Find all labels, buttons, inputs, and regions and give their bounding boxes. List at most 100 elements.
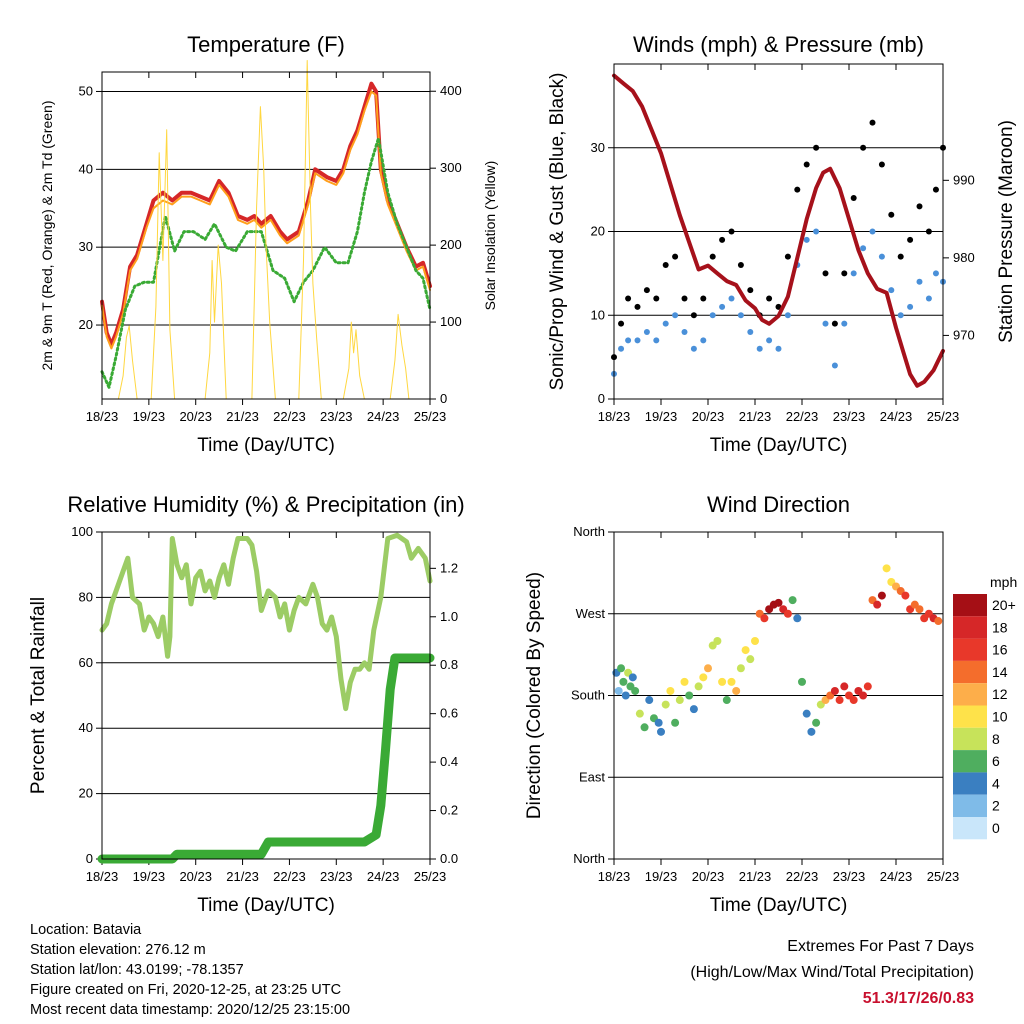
data-point — [728, 228, 735, 235]
wind-direction-point — [617, 664, 626, 673]
data-point — [888, 287, 895, 294]
wind-direction-point — [830, 686, 839, 695]
data-point — [784, 253, 791, 260]
timestamp-text: Most recent data timestamp: 2020/12/25 2… — [30, 1002, 351, 1018]
data-point — [831, 320, 838, 327]
extremes-box: Extremes For Past 7 Days (High/Low/Max W… — [690, 934, 974, 1012]
wind-direction-point — [694, 682, 703, 691]
x-axis-label: Time (Day/UTC) — [197, 895, 335, 916]
y-axis-label: Percent & Total Rainfall — [28, 597, 49, 794]
wind-direction-point — [783, 609, 792, 618]
station-info: Location: Batavia Station elevation: 276… — [30, 920, 350, 1020]
wind-direction-point — [631, 686, 640, 695]
data-point — [625, 337, 632, 344]
wind-direction-point — [689, 705, 698, 714]
x-tick-label: 18/23 — [598, 409, 631, 424]
data-point — [672, 253, 679, 260]
x-tick-label: 19/23 — [645, 869, 678, 884]
extremes-title: Extremes For Past 7 Days — [787, 938, 974, 955]
wind-direction-point — [835, 696, 844, 705]
series-line — [101, 60, 431, 400]
plot-frame — [613, 531, 944, 860]
x-tick-label: 19/23 — [133, 409, 166, 424]
legend-label: 10 — [992, 709, 1008, 725]
y-tick-label: 40 — [79, 720, 93, 735]
y-tick-label: North — [573, 524, 605, 539]
series-line — [612, 73, 945, 388]
x-tick-label: 25/23 — [414, 869, 447, 884]
wind-direction-point — [666, 686, 675, 695]
data-point — [653, 337, 660, 344]
y2-tick-label: 0.6 — [440, 706, 458, 721]
x-tick-label: 25/23 — [414, 409, 447, 424]
x-tick-label: 25/23 — [927, 869, 960, 884]
x-tick-label: 25/23 — [927, 409, 960, 424]
data-point — [850, 195, 857, 201]
wind-direction-point — [840, 682, 849, 691]
data-point — [897, 312, 904, 319]
legend-swatch — [953, 638, 987, 661]
data-point — [841, 320, 848, 327]
data-point — [690, 312, 697, 319]
y-axis-label: Sonic/Prop Wind & Gust (Blue, Black) — [547, 73, 568, 391]
wind-direction-point — [774, 598, 783, 607]
wind-direction-point — [645, 696, 654, 705]
data-point — [634, 303, 641, 310]
y-tick-label: 50 — [79, 83, 93, 98]
y2-tick-label: 100 — [440, 314, 462, 329]
wind-direction-point — [718, 677, 727, 686]
x-tick-label: 22/23 — [273, 409, 306, 424]
y2-tick-label: 0.4 — [440, 754, 458, 769]
wind-direction-point — [877, 591, 886, 600]
data-point — [932, 186, 939, 193]
y-tick-label: 0 — [598, 391, 605, 406]
series-line — [101, 90, 431, 350]
x-tick-label: 20/23 — [692, 869, 725, 884]
legend-label: 2 — [992, 798, 1000, 814]
wind-direction-point — [661, 700, 670, 709]
x-tick-label: 19/23 — [645, 409, 678, 424]
y2-tick-label: 0 — [440, 391, 447, 406]
wind-direction-point — [863, 682, 872, 691]
x-tick-label: 20/23 — [179, 869, 212, 884]
y2-tick-label: 0.8 — [440, 657, 458, 672]
data-point — [925, 295, 932, 302]
x-tick-label: 23/23 — [320, 409, 353, 424]
x-tick-label: 18/23 — [86, 869, 119, 884]
x-tick-label: 19/23 — [133, 869, 166, 884]
legend-label: 6 — [992, 753, 1000, 769]
data-point — [766, 337, 773, 344]
y2-tick-label: 980 — [953, 250, 975, 265]
y-tick-label: 10 — [591, 307, 605, 322]
y-tick-label: West — [576, 606, 606, 621]
data-point — [662, 320, 669, 327]
wind-direction-point — [788, 596, 797, 605]
data-point — [643, 287, 650, 294]
y2-tick-label: 200 — [440, 237, 462, 252]
wind-direction-point — [621, 691, 630, 700]
y-tick-label: 20 — [79, 317, 93, 332]
data-point — [841, 270, 848, 277]
extremes-subtitle: (High/Low/Max Wind/Total Precipitation) — [690, 964, 974, 981]
wind-direction-point — [704, 664, 712, 673]
legend-swatch — [953, 660, 987, 684]
data-point — [850, 270, 857, 277]
data-point — [860, 144, 867, 151]
wind-direction-point — [685, 691, 694, 700]
wind-direction-point — [680, 677, 689, 686]
elevation-text: Station elevation: 276.12 m — [30, 942, 206, 958]
y2-tick-label: 300 — [440, 160, 462, 175]
data-point — [878, 253, 885, 260]
legend-label: 4 — [992, 775, 1000, 791]
wind-direction-point — [640, 723, 649, 732]
data-point — [794, 186, 801, 193]
x-tick-label: 23/23 — [833, 409, 866, 424]
series-line — [99, 532, 433, 712]
panel-title: Wind Direction — [707, 492, 850, 517]
y-tick-label: South — [571, 688, 605, 703]
x-tick-label: 23/23 — [833, 869, 866, 884]
y2-axis-label: Station Pressure (Maroon) — [996, 120, 1017, 343]
wind-direction-point — [736, 664, 745, 673]
x-tick-label: 18/23 — [86, 409, 119, 424]
